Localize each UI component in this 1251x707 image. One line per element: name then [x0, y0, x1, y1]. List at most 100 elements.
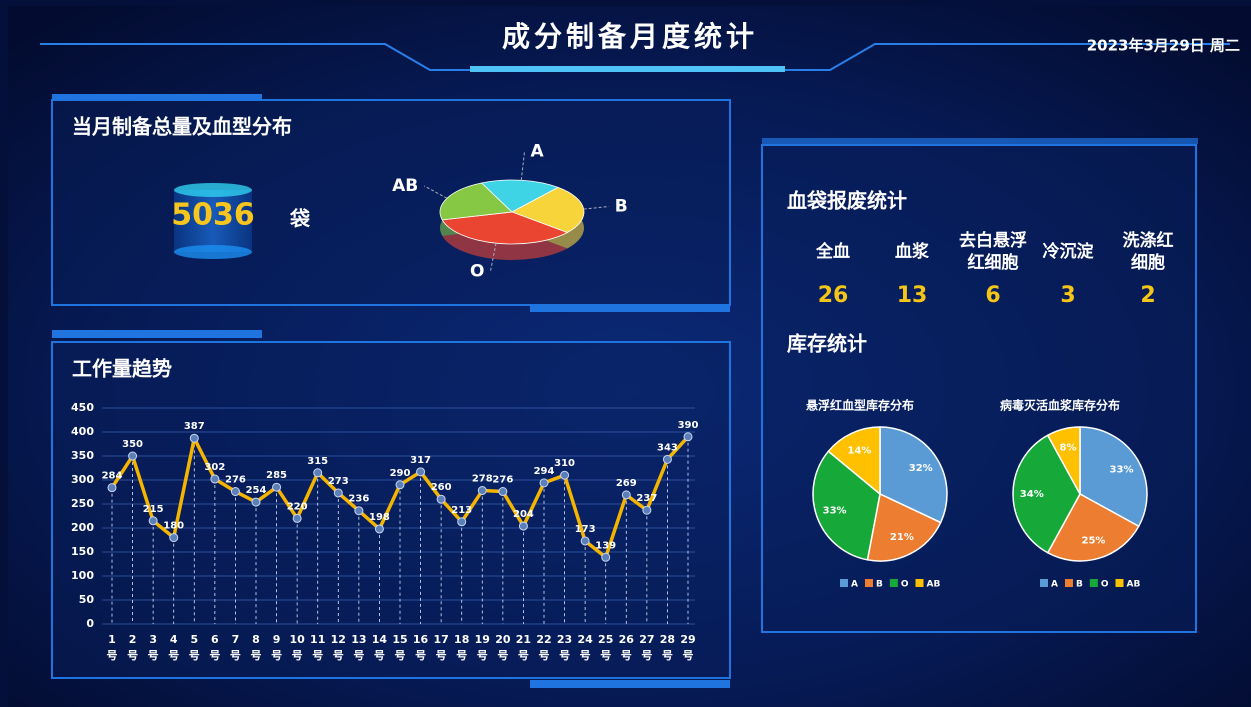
x-tick-unit: 号: [353, 649, 364, 662]
x-tick-label: 23 号: [557, 633, 572, 662]
x-tick-unit: 号: [621, 649, 632, 662]
trend-point: [539, 478, 549, 488]
data-label: 34%: [1020, 489, 1044, 500]
legend-swatch: [1040, 579, 1048, 587]
x-tick-num: 19: [475, 633, 490, 646]
trend-point: [436, 494, 446, 504]
x-tick-label: 27 号: [639, 633, 654, 662]
legend-label: A: [1051, 580, 1058, 590]
pie-slice: [439, 182, 513, 221]
x-tick-label: 22 号: [536, 633, 551, 662]
legend-label: O: [901, 580, 909, 590]
x-tick-unit: 号: [497, 649, 508, 662]
x-tick-num: 8: [252, 633, 260, 646]
x-tick-num: 10: [289, 633, 305, 646]
data-label: 269: [616, 478, 637, 489]
x-tick-num: 17: [433, 633, 448, 646]
pie-slice: [1046, 492, 1140, 562]
y-tick-label: 250: [71, 497, 94, 510]
data-label: 32%: [909, 463, 933, 474]
trend-point: [477, 486, 487, 496]
data-label: 310: [554, 458, 575, 469]
trend-point: [498, 487, 508, 497]
legend-swatch: [1064, 579, 1073, 587]
data-label: 180: [163, 521, 184, 532]
panel-accent: [52, 330, 262, 338]
legend-swatch: [915, 579, 924, 587]
y-tick-label: 400: [71, 425, 94, 438]
x-tick-num: 18: [454, 633, 469, 646]
scrap-value: 13: [896, 283, 928, 308]
y-tick-label: 200: [71, 521, 94, 534]
panel-frame: [51, 99, 731, 306]
trend-point: [580, 536, 590, 546]
cylinder-icon: [174, 245, 252, 259]
data-label: 290: [390, 468, 411, 479]
data-label: 204: [513, 509, 534, 520]
cylinder-icon: [174, 183, 252, 197]
total-unit: 袋: [289, 207, 311, 231]
trend-point: [333, 488, 343, 498]
x-tick-num: 25: [598, 633, 613, 646]
scrap-value: 3: [1060, 283, 1076, 308]
data-label: 33%: [823, 505, 847, 516]
data-label: 260: [431, 482, 452, 493]
pie-slice: [866, 492, 942, 562]
trend-point: [313, 468, 323, 478]
x-tick-unit: 号: [477, 649, 488, 662]
pie-slice: [879, 426, 948, 524]
x-tick-num: 13: [351, 633, 366, 646]
x-tick-unit: 号: [209, 649, 220, 662]
pie-slice: [827, 426, 881, 496]
x-tick-unit: 号: [415, 649, 426, 662]
x-tick-label: 15 号: [392, 633, 407, 662]
trend-point: [292, 513, 302, 523]
x-tick-num: 21: [516, 633, 531, 646]
panel-accent: [530, 680, 730, 688]
trend-point: [128, 451, 138, 461]
legend-swatch: [840, 579, 848, 587]
trend-point: [601, 552, 611, 562]
trend-point: [518, 521, 528, 531]
y-tick-label: 450: [71, 401, 94, 414]
x-tick-label: 25 号: [598, 633, 613, 662]
scrap-name: 全血: [816, 242, 850, 262]
scrap-name: 冷沉淀: [1042, 242, 1094, 262]
x-tick-unit: 号: [374, 649, 385, 662]
data-label: 350: [122, 439, 143, 450]
x-tick-unit: 号: [168, 649, 179, 662]
data-label: 273: [328, 476, 349, 487]
data-label: 33%: [1110, 464, 1134, 475]
x-tick-num: 9: [273, 633, 281, 646]
x-tick-label: 19 号: [475, 633, 490, 662]
legend-swatch: [864, 579, 873, 587]
x-tick-num: 29: [680, 633, 695, 646]
x-tick-label: 24 号: [577, 633, 593, 662]
data-label: 343: [657, 442, 678, 453]
legend-swatch: [1089, 579, 1098, 587]
trend-point: [230, 487, 240, 497]
data-label: 139: [595, 540, 616, 551]
x-tick-unit: 号: [436, 649, 447, 662]
pie-label: B: [615, 196, 628, 216]
pie-slice: [812, 450, 881, 561]
legend-swatch: [889, 579, 898, 587]
x-tick-num: 28: [660, 633, 675, 646]
pie-slice: [1079, 426, 1148, 528]
x-tick-label: 29 号: [680, 633, 695, 662]
x-tick-unit: 号: [148, 649, 159, 662]
pie-label: A: [531, 142, 545, 162]
cylinder-icon: [174, 190, 252, 252]
y-tick-label: 50: [79, 593, 95, 606]
data-label: 236: [348, 494, 369, 505]
data-label: 14%: [847, 445, 871, 456]
x-tick-unit: 号: [600, 649, 611, 662]
scrap-name: 洗涤红细胞: [1122, 231, 1174, 273]
x-tick-unit: 号: [641, 649, 652, 662]
data-label: 215: [143, 504, 164, 515]
x-tick-label: 17 号: [433, 633, 448, 662]
pie-label: O: [470, 261, 484, 281]
